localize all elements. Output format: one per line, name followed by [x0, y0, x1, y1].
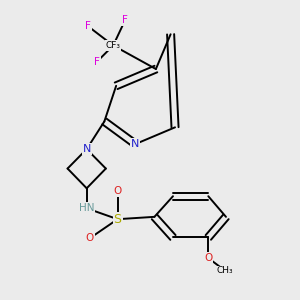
Text: CH₃: CH₃ [217, 266, 233, 275]
Text: O: O [85, 233, 94, 243]
Text: O: O [204, 253, 212, 263]
Text: N: N [131, 139, 140, 149]
Text: N: N [82, 144, 91, 154]
Text: CF₃: CF₃ [106, 41, 121, 50]
Text: HN: HN [79, 203, 94, 213]
Text: O: O [113, 186, 122, 196]
Text: F: F [85, 21, 91, 31]
Text: F: F [122, 15, 128, 26]
Text: S: S [114, 213, 122, 226]
Text: F: F [94, 57, 100, 67]
